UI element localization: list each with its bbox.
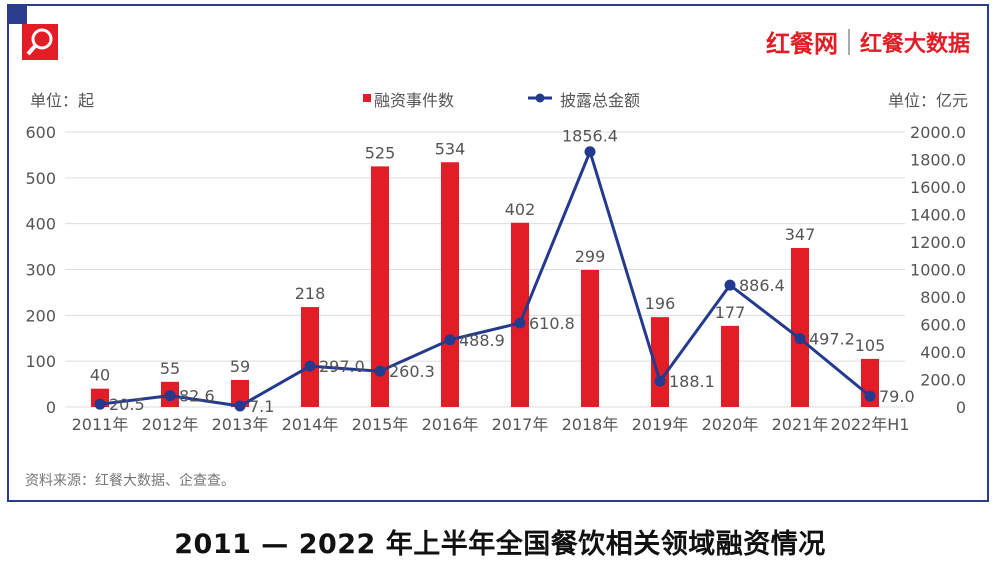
line-value-label: 20.5 xyxy=(109,395,145,414)
right-axis-unit: 单位：亿元 xyxy=(888,91,968,110)
bar-value-label: 347 xyxy=(785,225,816,244)
left-tick-label: 300 xyxy=(25,261,56,280)
legend-bar-label: 融资事件数 xyxy=(374,91,454,110)
bar-value-label: 299 xyxy=(575,247,606,266)
bar xyxy=(581,269,599,407)
bar xyxy=(371,166,389,407)
brand-separator xyxy=(847,28,850,55)
line-value-label: 188.1 xyxy=(669,372,715,391)
bar xyxy=(231,379,249,407)
chart-frame xyxy=(7,4,989,502)
line-value-label: 79.0 xyxy=(879,387,915,406)
right-tick-label: 1200.0 xyxy=(910,233,966,252)
bar xyxy=(441,162,459,407)
frame-corner-decoration xyxy=(7,4,27,24)
line-point xyxy=(234,400,246,412)
brand-logo-hongcan-data: 红餐大数据 xyxy=(859,31,970,57)
line-value-label: 82.6 xyxy=(179,387,215,406)
left-axis-unit: 单位：起 xyxy=(30,91,94,110)
bar-value-label: 55 xyxy=(160,359,180,378)
right-tick-label: 0 xyxy=(956,398,966,417)
line-point xyxy=(164,390,176,402)
left-tick-label: 100 xyxy=(25,352,56,371)
x-tick-label: 2019年 xyxy=(632,415,689,434)
left-tick-label: 400 xyxy=(25,215,56,234)
legend-bar-swatch xyxy=(363,94,371,102)
x-tick-label: 2020年 xyxy=(702,415,759,434)
x-tick-label: 2012年 xyxy=(142,415,199,434)
line-point xyxy=(584,146,596,158)
left-tick-label: 600 xyxy=(25,123,56,142)
left-tick-label: 0 xyxy=(46,398,56,417)
bar-value-label: 196 xyxy=(645,294,676,313)
line-value-label: 260.3 xyxy=(389,362,435,381)
x-tick-label: 2018年 xyxy=(562,415,619,434)
bar xyxy=(511,222,529,407)
bar xyxy=(791,247,809,407)
line-point xyxy=(514,317,526,329)
line-point xyxy=(304,360,316,372)
source-note: 资料来源：红餐大数据、企查查。 xyxy=(25,473,235,489)
x-tick-label: 2013年 xyxy=(212,415,269,434)
right-tick-label: 2000.0 xyxy=(910,123,966,142)
x-tick-label: 2017年 xyxy=(492,415,549,434)
bar xyxy=(721,325,739,407)
bar-value-label: 59 xyxy=(230,357,250,376)
x-tick-label: 2015年 xyxy=(352,415,409,434)
bar-value-label: 534 xyxy=(435,139,466,158)
brand-logo-hongcan: 红餐网 xyxy=(765,30,838,58)
line-point xyxy=(444,334,456,346)
line-value-label: 7.1 xyxy=(249,397,274,416)
legend-line-label: 披露总金额 xyxy=(560,91,640,110)
x-tick-label: 2011年 xyxy=(72,415,129,434)
bar xyxy=(651,317,669,407)
x-tick-label: 2022年H1 xyxy=(831,415,910,434)
x-tick-label: 2021年 xyxy=(772,415,829,434)
bar-value-label: 525 xyxy=(365,143,396,162)
search-logo-icon xyxy=(22,24,58,60)
line-point xyxy=(864,390,876,402)
right-tick-label: 1800.0 xyxy=(910,151,966,170)
line-point xyxy=(654,375,666,387)
left-tick-label: 500 xyxy=(25,169,56,188)
line-point xyxy=(94,398,106,410)
legend-line-marker xyxy=(535,93,545,103)
right-tick-label: 1600.0 xyxy=(910,178,966,197)
line-value-label: 497.2 xyxy=(809,330,855,349)
line-value-label: 610.8 xyxy=(529,314,575,333)
bar-value-label: 218 xyxy=(295,284,326,303)
line-value-label: 1856.4 xyxy=(562,127,618,146)
bar xyxy=(301,307,319,407)
line-point xyxy=(794,333,806,345)
x-tick-label: 2014年 xyxy=(282,415,339,434)
brand-logos: 红餐网 红餐大数据 xyxy=(766,24,970,59)
chart-title: 2011 — 2022 年上半年全国餐饮相关领域融资情况 xyxy=(174,529,826,560)
bar-value-label: 402 xyxy=(505,200,536,219)
bar-value-label: 40 xyxy=(90,366,110,385)
left-tick-label: 200 xyxy=(25,306,56,325)
line-value-label: 886.4 xyxy=(739,276,785,295)
line-value-label: 297.0 xyxy=(319,357,365,376)
line-series xyxy=(99,147,871,408)
bar-value-label: 177 xyxy=(715,303,746,322)
right-tick-label: 400.0 xyxy=(920,343,966,362)
right-tick-label: 1000.0 xyxy=(910,261,966,280)
right-tick-label: 600.0 xyxy=(920,316,966,335)
right-tick-label: 1400.0 xyxy=(910,206,966,225)
line-point xyxy=(724,279,736,291)
line-value-label: 488.9 xyxy=(459,331,505,350)
x-tick-label: 2016年 xyxy=(422,415,479,434)
bar-value-label: 105 xyxy=(855,336,886,355)
right-tick-label: 200.0 xyxy=(920,371,966,390)
line-point xyxy=(374,365,386,377)
right-tick-label: 800.0 xyxy=(920,288,966,307)
